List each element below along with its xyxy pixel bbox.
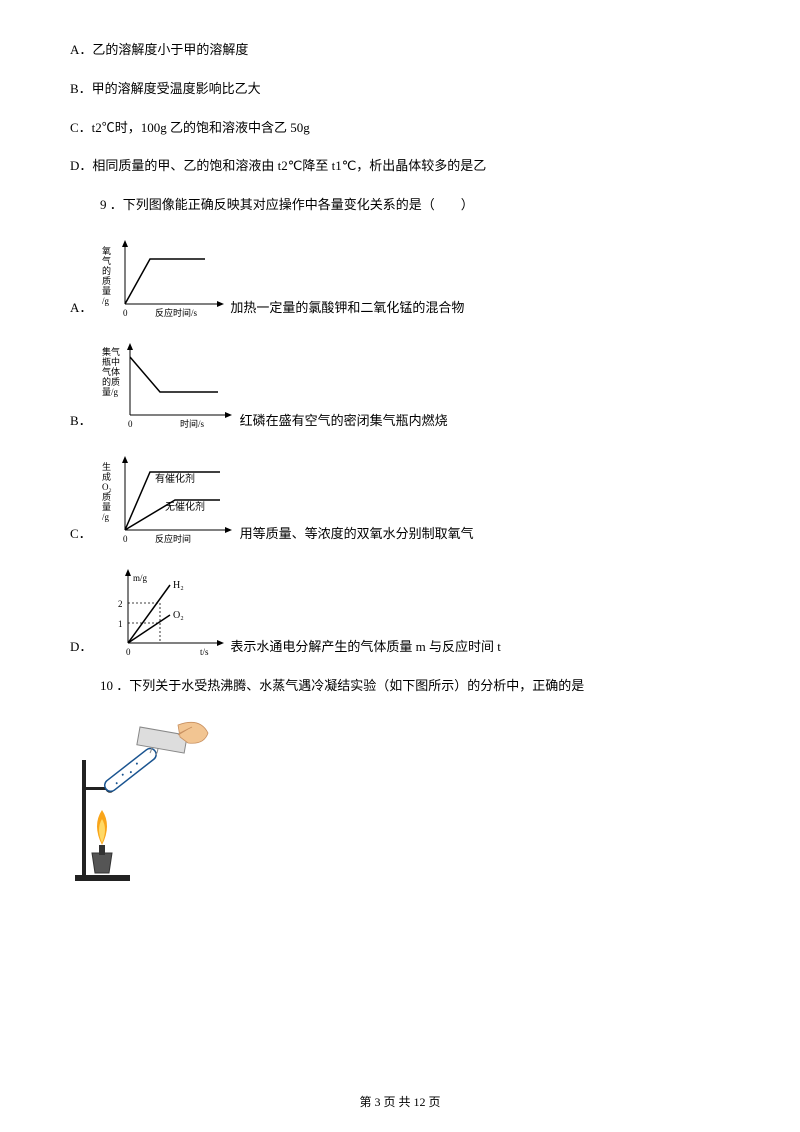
svg-text:O₂: O₂ [102, 482, 112, 492]
q9-c-chart: 有催化剂 无催化剂 生 成 O₂ 质 量 /g 0 反应时间 [100, 450, 240, 545]
svg-text:t/s: t/s [200, 647, 209, 657]
q8-option-d: D．相同质量的甲、乙的饱和溶液由 t2℃降至 t1℃，析出晶体较多的是乙 [70, 156, 730, 177]
q9-b-chart: 集气 瓶中 气体 的质 量/g 0 时间/s [100, 337, 240, 432]
svg-text:反应时间/s: 反应时间/s [155, 307, 198, 318]
q9-option-d-row: D． H₂ O₂ m/g 2 1 0 t/s 表示水通电分解产生的气体质量 m … [70, 563, 730, 658]
svg-text:瓶中: 瓶中 [102, 356, 120, 367]
q9-d-text: 表示水通电分解产生的气体质量 m 与反应时间 t [230, 637, 500, 658]
q9-d-chart: H₂ O₂ m/g 2 1 0 t/s [100, 563, 230, 658]
svg-text:/g: /g [102, 512, 110, 522]
svg-text:0: 0 [123, 308, 128, 318]
svg-text:的质: 的质 [102, 376, 120, 387]
svg-text:气: 气 [102, 255, 111, 266]
q9-option-c-row: C． 有催化剂 无催化剂 生 成 O₂ 质 量 /g 0 反应时间 用等质量、等… [70, 450, 730, 545]
q9-a-letter: A． [70, 298, 92, 319]
svg-text:O₂: O₂ [173, 610, 184, 621]
svg-text:0: 0 [123, 534, 128, 544]
q8-option-b: B．甲的溶解度受温度影响比乙大 [70, 79, 730, 100]
svg-text:反应时间: 反应时间 [155, 533, 191, 544]
svg-text:/g: /g [102, 296, 110, 306]
q9-d-letter: D． [70, 637, 92, 658]
svg-text:0: 0 [128, 419, 133, 429]
q9-option-a-row: A． 氧 气 的 质 量 /g 0 反应时间/s 加热一定量的氯酸钾和二氧化锰的… [70, 234, 730, 319]
q8-option-a: A．乙的溶解度小于甲的溶解度 [70, 40, 730, 61]
svg-text:的: 的 [102, 265, 111, 276]
svg-text:0: 0 [126, 647, 131, 657]
q9-stem: 9 ．下列图像能正确反映其对应操作中各量变化关系的是（ ） [70, 195, 730, 216]
q9-a-chart: 氧 气 的 质 量 /g 0 反应时间/s [100, 234, 230, 319]
svg-text:有催化剂: 有催化剂 [155, 472, 195, 485]
q9-b-text: 红磷在盛有空气的密闭集气瓶内燃烧 [240, 411, 448, 432]
q9-c-letter: C． [70, 524, 92, 545]
svg-text:量: 量 [102, 286, 111, 296]
q10-stem: 10 ．下列关于水受热沸腾、水蒸气遇冷凝结实验（如下图所示）的分析中，正确的是 [70, 676, 730, 697]
svg-text:量/g: 量/g [102, 387, 119, 397]
svg-text:时间/s: 时间/s [180, 418, 205, 429]
svg-text:H₂: H₂ [173, 580, 184, 591]
svg-text:2: 2 [118, 599, 123, 609]
page-footer: 第 3 页 共 12 页 [0, 1093, 800, 1112]
svg-text:1: 1 [118, 619, 123, 629]
q9-a-text: 加热一定量的氯酸钾和二氧化锰的混合物 [230, 298, 464, 319]
svg-text:量: 量 [102, 502, 111, 512]
svg-text:m/g: m/g [133, 573, 148, 583]
svg-text:氧: 氧 [102, 245, 111, 256]
svg-text:成: 成 [102, 471, 111, 482]
svg-text:质: 质 [102, 491, 111, 502]
svg-text:气体: 气体 [102, 366, 120, 377]
svg-text:质: 质 [102, 275, 111, 286]
svg-text:集气: 集气 [102, 346, 120, 357]
svg-text:生: 生 [102, 461, 111, 472]
q9-c-text: 用等质量、等浓度的双氧水分别制取氧气 [240, 524, 474, 545]
svg-text:无催化剂: 无催化剂 [165, 500, 205, 513]
q9-b-letter: B． [70, 411, 92, 432]
q8-option-c: C．t2℃时，100g 乙的饱和溶液中含乙 50g [70, 118, 730, 139]
q10-experiment-diagram [70, 715, 730, 885]
q9-option-b-row: B． 集气 瓶中 气体 的质 量/g 0 时间/s 红磷在盛有空气的密闭集气瓶内… [70, 337, 730, 432]
